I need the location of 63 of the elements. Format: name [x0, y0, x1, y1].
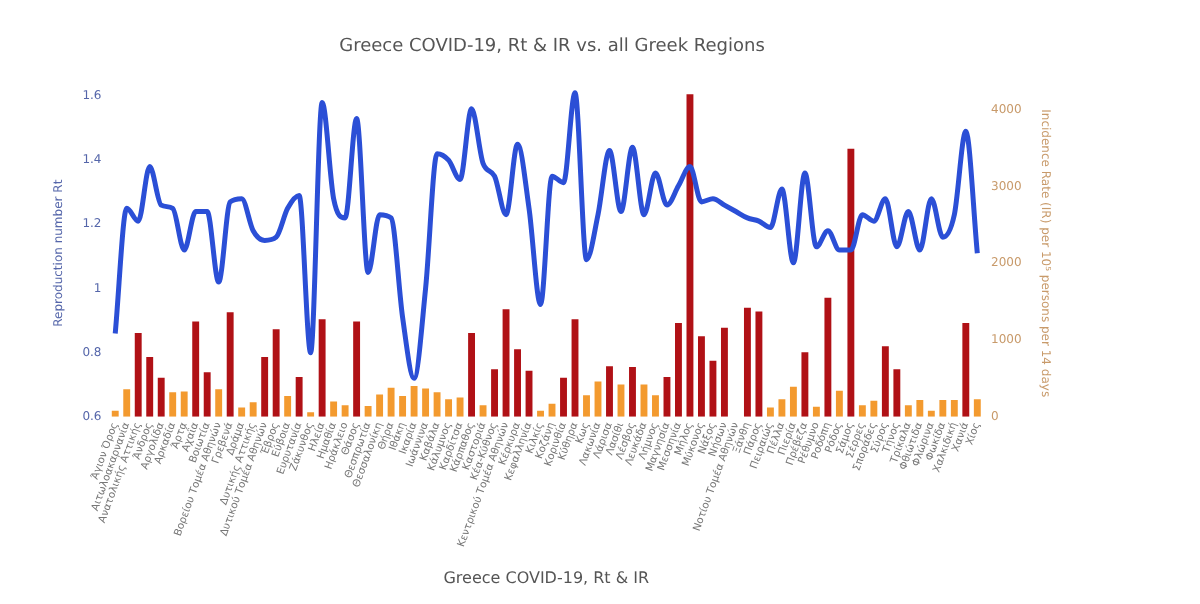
bar [157, 377, 165, 417]
bar [916, 399, 924, 417]
bar [629, 366, 636, 417]
bar [778, 399, 786, 417]
bar [881, 346, 889, 417]
bar [491, 369, 498, 417]
bar [560, 377, 567, 417]
bar [192, 321, 200, 417]
bar [203, 372, 211, 417]
bar [514, 349, 521, 417]
bar [226, 312, 234, 417]
bar [675, 323, 682, 417]
bar [261, 356, 269, 417]
bar [743, 307, 751, 417]
x-axis-title: Greece COVID-19, Rt & IR [443, 568, 650, 587]
bar [445, 399, 453, 417]
bar [341, 405, 349, 417]
bar [939, 399, 947, 417]
bar [180, 391, 188, 417]
bar [456, 397, 464, 417]
bar [272, 329, 280, 417]
line-series [112, 90, 980, 381]
bar [847, 148, 855, 417]
bar [835, 390, 843, 417]
bar [284, 396, 292, 417]
bar [399, 396, 407, 417]
bar [962, 323, 970, 417]
bar [468, 333, 476, 417]
bar [720, 327, 728, 417]
bar [870, 400, 878, 417]
bar [249, 402, 257, 417]
bar [387, 387, 395, 417]
bar [893, 369, 901, 417]
bar [755, 311, 763, 417]
bar [709, 360, 717, 417]
bar [583, 395, 590, 417]
bar [789, 386, 797, 417]
bar [824, 297, 832, 417]
bar [812, 406, 820, 417]
bar [858, 405, 866, 417]
bar [479, 405, 487, 417]
bar [295, 376, 303, 417]
bar [652, 395, 659, 417]
bar [698, 336, 705, 417]
bar [950, 399, 958, 417]
bar [801, 352, 809, 417]
bar [364, 406, 372, 417]
bar [973, 399, 981, 417]
bar [134, 333, 142, 417]
bar [410, 386, 418, 417]
bar [169, 392, 177, 417]
bar [318, 319, 326, 417]
bar [376, 394, 384, 417]
bar [146, 356, 154, 417]
bar [330, 401, 338, 417]
bar [215, 389, 223, 417]
bar [422, 388, 430, 417]
bar [123, 389, 131, 417]
bar [606, 366, 613, 417]
bar [433, 392, 441, 417]
bar [353, 321, 361, 417]
chart-title: Greece COVID-19, Rt & IR vs. all Greek Regions [339, 37, 766, 58]
bar [904, 405, 912, 417]
